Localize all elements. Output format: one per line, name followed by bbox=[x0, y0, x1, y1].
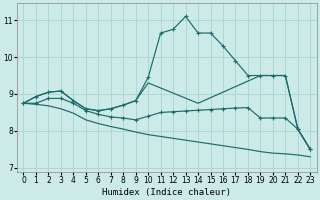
X-axis label: Humidex (Indice chaleur): Humidex (Indice chaleur) bbox=[102, 188, 231, 197]
